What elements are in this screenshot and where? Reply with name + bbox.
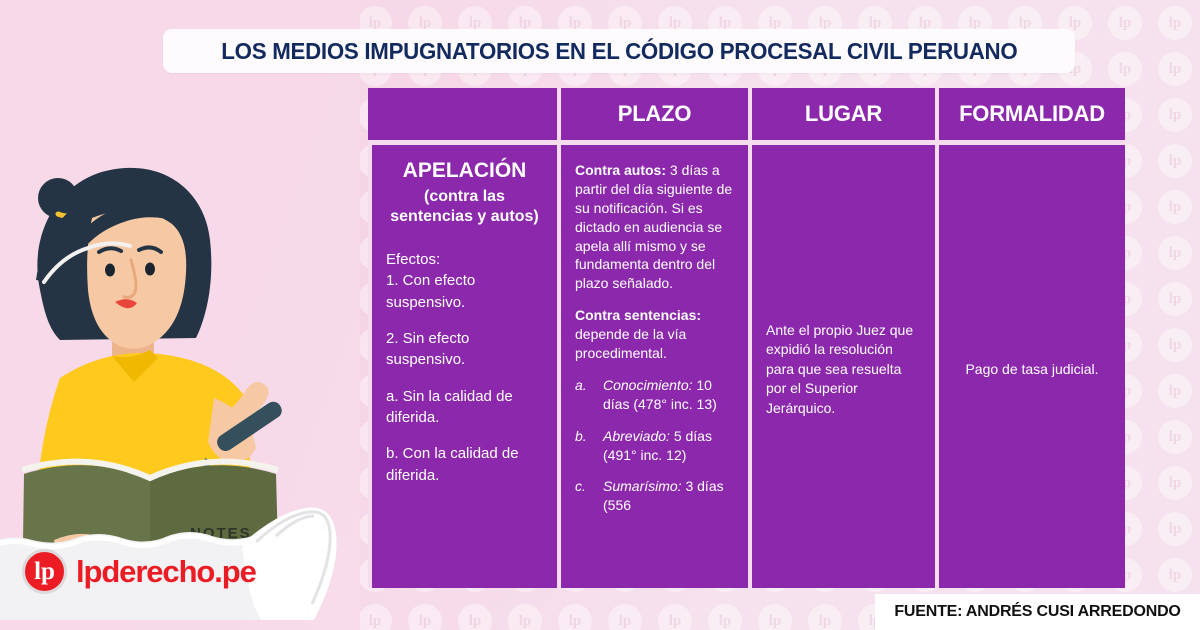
watermark-lp-icon: lp bbox=[1158, 98, 1192, 132]
watermark-lp-icon: lp bbox=[1158, 144, 1192, 178]
brand-name: lpderecho.pe bbox=[76, 554, 257, 589]
source-footer: FUENTE: ANDRÉS CUSI ARREDONDO bbox=[875, 594, 1200, 630]
watermark-lp-icon: lp bbox=[1158, 512, 1192, 546]
watermark-lp-icon: lp bbox=[1158, 466, 1192, 500]
watermark-lp-icon: lp bbox=[1158, 6, 1192, 40]
plazo-text-autos: 3 días a partir del día siguiente de su … bbox=[575, 162, 733, 292]
watermark-lp-icon: lp bbox=[1158, 190, 1192, 224]
source-text: FUENTE: ANDRÉS CUSI ARREDONDO bbox=[894, 603, 1181, 620]
watermark-lp-icon: lp bbox=[1108, 6, 1142, 40]
plazo-label-autos: Contra autos: bbox=[575, 162, 666, 178]
watermark-lp-icon: lp bbox=[1158, 236, 1192, 270]
comparison-table: PLAZO LUGAR FORMALIDAD APELACIÓN (contra… bbox=[368, 88, 1125, 588]
plazo-list-item: a. Conocimiento: 10 días (478° inc. 13) bbox=[575, 376, 734, 414]
plazo-list-item: c. Sumarísimo: 3 días (556 bbox=[575, 477, 734, 515]
plazo-item-body: Sumarísimo: 3 días (556 bbox=[603, 477, 734, 515]
plazo-item-term: Conocimiento: bbox=[603, 376, 693, 393]
lugar-text: Ante el propio Juez que expidió la resol… bbox=[766, 321, 914, 416]
topic-title: APELACIÓN bbox=[402, 159, 527, 182]
watermark-lp-icon: lp bbox=[1058, 52, 1092, 86]
formalidad-text: Pago de tasa judicial. bbox=[965, 360, 1099, 377]
watermark-lp-icon: lp bbox=[758, 604, 792, 630]
plazo-label-sentencias: Contra sentencias: bbox=[575, 307, 702, 324]
topic-line-4: b. Con la calidad de diferida. bbox=[386, 445, 519, 484]
table-cell-topic: APELACIÓN (contra las sentencias y autos… bbox=[368, 140, 557, 588]
table-header-lugar: LUGAR bbox=[748, 88, 935, 140]
table-header-formalidad: FORMALIDAD bbox=[935, 88, 1125, 140]
plazo-item-body: Abreviado: 5 días (491° inc. 12) bbox=[603, 427, 734, 465]
watermark-lp-icon: lp bbox=[1108, 52, 1142, 86]
watermark-lp-icon: lp bbox=[458, 604, 492, 630]
plazo-paragraph-autos: Contra autos: 3 días a partir del día si… bbox=[575, 161, 734, 293]
table-header-topic bbox=[368, 88, 557, 140]
plazo-item-marker: c. bbox=[575, 478, 586, 495]
title-banner: LOS MEDIOS IMPUGNATORIOS EN EL CÓDIGO PR… bbox=[163, 29, 1075, 73]
watermark-lp-icon: lp bbox=[408, 604, 442, 630]
watermark-lp-icon: lp bbox=[708, 604, 742, 630]
plazo-item-detail: 3 días (556 bbox=[603, 478, 724, 514]
topic-subtitle: (contra las sentencias y autos) bbox=[390, 188, 539, 226]
plazo-list-item: b. Abreviado: 5 días (491° inc. 12) bbox=[575, 427, 734, 465]
table-cell-plazo: Contra autos: 3 días a partir del día si… bbox=[557, 140, 748, 588]
watermark-lp-icon: lp bbox=[558, 604, 592, 630]
plazo-item-detail: 10 días (478° inc. 13) bbox=[603, 376, 717, 412]
table-cell-lugar: Ante el propio Juez que expidió la resol… bbox=[748, 140, 935, 588]
watermark-lp-icon: lp bbox=[608, 604, 642, 630]
brand-logo[interactable]: lp lpderecho.pe bbox=[22, 549, 257, 594]
watermark-lp-icon: lp bbox=[1158, 374, 1192, 408]
lp-badge-icon: lp bbox=[22, 549, 67, 594]
watermark-lp-icon: lp bbox=[1158, 282, 1192, 316]
torn-paper-svg bbox=[0, 507, 337, 630]
plazo-text-sentencias: depende de la vía procedimental. bbox=[575, 326, 687, 362]
topic-line-2: 2. Sin efecto suspensivo. bbox=[386, 330, 470, 369]
page-title: LOS MEDIOS IMPUGNATORIOS EN EL CÓDIGO PR… bbox=[220, 37, 1018, 64]
watermark-lp-icon: lp bbox=[1158, 558, 1192, 592]
topic-line-1: 1. Con efecto suspensivo. bbox=[386, 272, 476, 311]
topic-effects: Efectos: 1. Con efecto suspensivo. 2. Si… bbox=[386, 249, 543, 486]
plazo-paragraph-sentencias: Contra sentencias: depende de la vía pro… bbox=[575, 306, 734, 363]
watermark-lp-icon: lp bbox=[508, 604, 542, 630]
watermark-lp-icon: lp bbox=[1158, 328, 1192, 362]
plazo-item-detail: 5 días (491° inc. 12) bbox=[603, 427, 712, 463]
plazo-item-term: Sumarísimo: bbox=[603, 478, 682, 495]
plazo-item-marker: b. bbox=[575, 427, 587, 444]
torn-paper-banner bbox=[0, 470, 354, 630]
plazo-item-body: Conocimiento: 10 días (478° inc. 13) bbox=[603, 376, 734, 414]
plazo-item-marker: a. bbox=[575, 376, 587, 393]
watermark-lp-icon: lp bbox=[808, 604, 842, 630]
watermark-lp-icon: lp bbox=[358, 604, 392, 630]
watermark-lp-icon: lp bbox=[1158, 420, 1192, 454]
topic-line-0: Efectos: bbox=[386, 251, 441, 269]
table-header-plazo: PLAZO bbox=[557, 88, 748, 140]
plazo-item-term: Abreviado: bbox=[603, 427, 670, 444]
table-cell-formalidad: Pago de tasa judicial. bbox=[935, 140, 1125, 588]
watermark-lp-icon: lp bbox=[1158, 52, 1192, 86]
watermark-lp-icon: lp bbox=[658, 604, 692, 630]
topic-line-3: a. Sin la calidad de diferida. bbox=[386, 387, 513, 426]
